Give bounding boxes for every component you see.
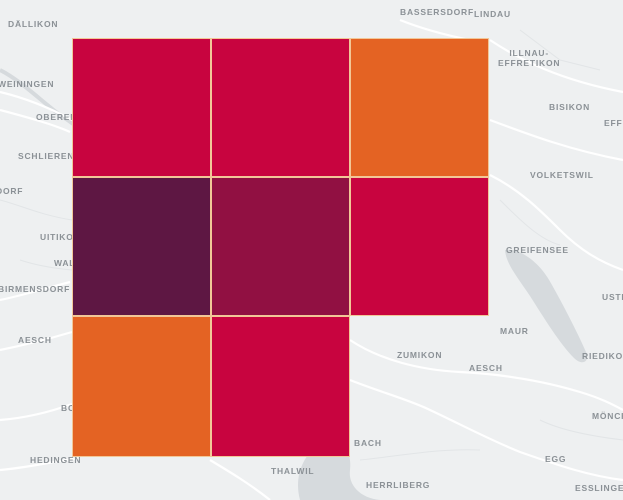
place-label-oberengstringen: OBEREN [36,112,78,122]
place-label-uitikon: UITIKO [40,232,74,242]
place-label-volketswil: VOLKETSWIL [530,170,594,180]
place-label-dallikon: DÄLLIKON [8,19,59,29]
place-label-monchaltorf: MÖNCH [592,411,623,421]
grid-cell-r1-c2[interactable] [211,38,350,177]
place-label-bisikon: BISIKON [549,102,591,112]
grid-cell-r2-c1[interactable] [72,177,211,316]
place-label-uster: USTE [602,292,623,302]
grid-cell-r2-c3[interactable] [350,177,489,316]
minor-roads [0,29,623,461]
place-label-egg: EGG [545,454,567,464]
grid-cell-r1-c3[interactable] [350,38,489,177]
lake-greifensee [505,249,588,363]
place-label-lindau: LINDAU [474,9,511,19]
place-label-bassersdorf: BASSERSDORF [400,7,474,17]
place-label-thalwil: THALWIL [271,466,315,476]
place-label-esslingen: ESSLINGEN [575,483,623,493]
place-label-bonstetten: BO [61,403,76,413]
grid-cell-r2-c2[interactable] [211,177,350,316]
grid-cell-r1-c1[interactable] [72,38,211,177]
place-label-hedingen: HEDINGEN [30,455,82,465]
grid-cell-r3-c2[interactable] [211,316,350,457]
road-network [0,18,623,500]
place-label-greifensee: GREIFENSEE [506,245,569,255]
place-label-aesch-west: AESCH [18,335,52,345]
place-label-illnau: ILLNAU- EFFRETIKON [498,48,561,68]
place-label-effretikon-edge: EFFF [604,118,623,128]
place-label-schlieren: SCHLIEREN [18,151,75,161]
place-label-aesch-east: AESCH [469,363,503,373]
place-label-herrliberg: HERRLIBERG [366,480,431,490]
grid-cell-r3-c1[interactable] [72,316,211,457]
place-label-zumikon: ZUMIKON [397,350,443,360]
place-label-waldegg: WAL [54,258,76,268]
place-label-weiningen: WEININGEN [0,79,55,89]
place-label-urdorf: DORF [0,186,24,196]
place-label-maur: MAUR [500,326,529,336]
place-label-riedikon: RIEDIKON [582,351,623,361]
place-label-birmensdorf: BIRMENSDORF [0,284,71,294]
place-label-kusnacht: BACH [354,438,382,448]
